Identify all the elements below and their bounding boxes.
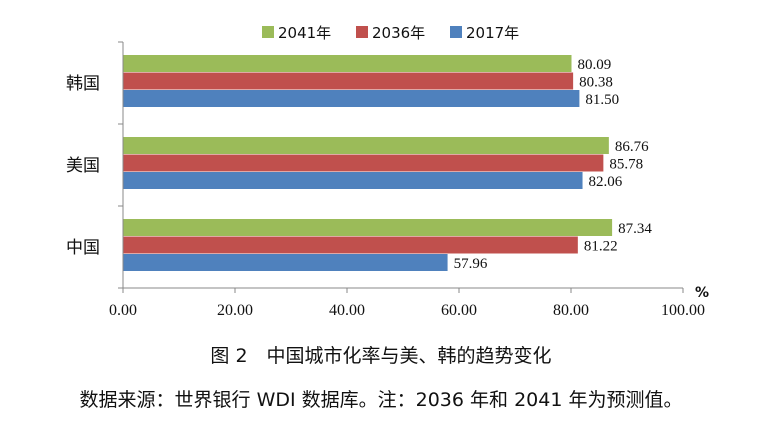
legend-label: 2017年	[466, 24, 519, 42]
data-label: 87.34	[618, 221, 652, 237]
chart-legend: 2041年 2036年 2017年	[262, 24, 519, 42]
category-label: 韩国	[66, 74, 100, 94]
data-label: 85.78	[609, 156, 643, 172]
bar-美国-2036年	[123, 154, 604, 172]
bar-中国-2017年	[123, 254, 448, 271]
category-label: 中国	[66, 238, 100, 258]
bar-中国-2041年	[123, 219, 613, 236]
x-tick-label: 0.00	[109, 302, 137, 319]
x-tick-label: 80.00	[553, 302, 589, 319]
chart-axes	[118, 41, 684, 293]
x-tick-label: 60.00	[441, 302, 477, 319]
bar-韩国-2036年	[123, 72, 574, 90]
data-label: 81.50	[585, 92, 619, 108]
legend-swatch	[262, 26, 274, 38]
x-tick-label: 20.00	[217, 302, 253, 319]
bar-韩国-2041年	[123, 55, 572, 72]
x-tick-label: 40.00	[329, 302, 365, 319]
bar-中国-2036年	[123, 236, 578, 254]
source-note: 数据来源：世界银行 WDI 数据库。注：2036 年和 2041 年为预测值。	[79, 389, 683, 411]
figure-caption: 图 2 中国城市化率与美、韩的趋势变化	[210, 345, 552, 367]
data-label: 80.38	[579, 74, 613, 90]
legend-label: 2041年	[278, 24, 331, 42]
legend-swatch	[356, 26, 368, 38]
chart-labels: 80.0980.3881.50韩国86.7685.7882.06美国87.348…	[66, 57, 709, 319]
data-label: 80.09	[578, 57, 612, 73]
bar-美国-2041年	[123, 137, 609, 154]
legend-label: 2036年	[372, 24, 425, 42]
chart-bars	[123, 55, 613, 271]
bar-韩国-2017年	[123, 90, 580, 107]
legend-swatch	[450, 26, 462, 38]
x-tick-label: 100.00	[661, 302, 705, 319]
bar-美国-2017年	[123, 172, 583, 189]
data-label: 82.06	[589, 174, 623, 190]
data-label: 81.22	[584, 238, 618, 254]
data-label: 86.76	[615, 139, 649, 155]
unit-label: %	[695, 285, 709, 301]
data-label: 57.96	[454, 256, 488, 272]
category-label: 美国	[66, 156, 100, 176]
